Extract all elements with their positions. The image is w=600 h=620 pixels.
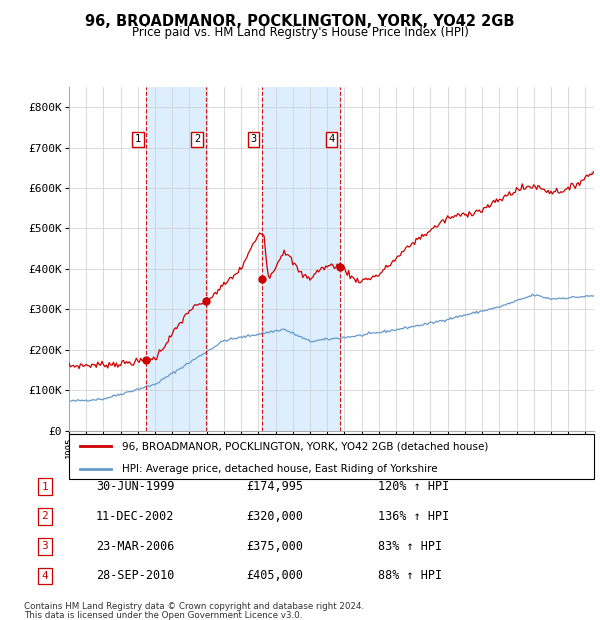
Bar: [146, 87, 206, 431]
Text: 4: 4: [328, 135, 334, 144]
Text: 96, BROADMANOR, POCKLINGTON, YORK, YO42 2GB: 96, BROADMANOR, POCKLINGTON, YORK, YO42 …: [85, 14, 515, 29]
Text: Contains HM Land Registry data © Crown copyright and database right 2024.: Contains HM Land Registry data © Crown c…: [24, 602, 364, 611]
Text: 2: 2: [194, 135, 200, 144]
Text: Price paid vs. HM Land Registry's House Price Index (HPI): Price paid vs. HM Land Registry's House …: [131, 26, 469, 39]
Text: 2: 2: [41, 512, 49, 521]
Text: 96, BROADMANOR, POCKLINGTON, YORK, YO42 2GB (detached house): 96, BROADMANOR, POCKLINGTON, YORK, YO42 …: [121, 441, 488, 451]
FancyBboxPatch shape: [69, 434, 594, 479]
Bar: [262, 87, 340, 431]
Text: 3: 3: [250, 135, 257, 144]
Text: 1: 1: [41, 482, 49, 492]
Text: 28-SEP-2010: 28-SEP-2010: [96, 570, 175, 582]
Text: 11-DEC-2002: 11-DEC-2002: [96, 510, 175, 523]
Text: 30-JUN-1999: 30-JUN-1999: [96, 480, 175, 493]
Text: 3: 3: [41, 541, 49, 551]
Text: This data is licensed under the Open Government Licence v3.0.: This data is licensed under the Open Gov…: [24, 611, 302, 619]
Text: 83% ↑ HPI: 83% ↑ HPI: [378, 540, 442, 552]
Text: 120% ↑ HPI: 120% ↑ HPI: [378, 480, 449, 493]
Text: 4: 4: [41, 571, 49, 581]
Text: £405,000: £405,000: [246, 570, 303, 582]
Text: £174,995: £174,995: [246, 480, 303, 493]
Text: 136% ↑ HPI: 136% ↑ HPI: [378, 510, 449, 523]
Text: 1: 1: [135, 135, 141, 144]
Text: £375,000: £375,000: [246, 540, 303, 552]
Text: 23-MAR-2006: 23-MAR-2006: [96, 540, 175, 552]
Text: HPI: Average price, detached house, East Riding of Yorkshire: HPI: Average price, detached house, East…: [121, 464, 437, 474]
Text: £320,000: £320,000: [246, 510, 303, 523]
Text: 88% ↑ HPI: 88% ↑ HPI: [378, 570, 442, 582]
